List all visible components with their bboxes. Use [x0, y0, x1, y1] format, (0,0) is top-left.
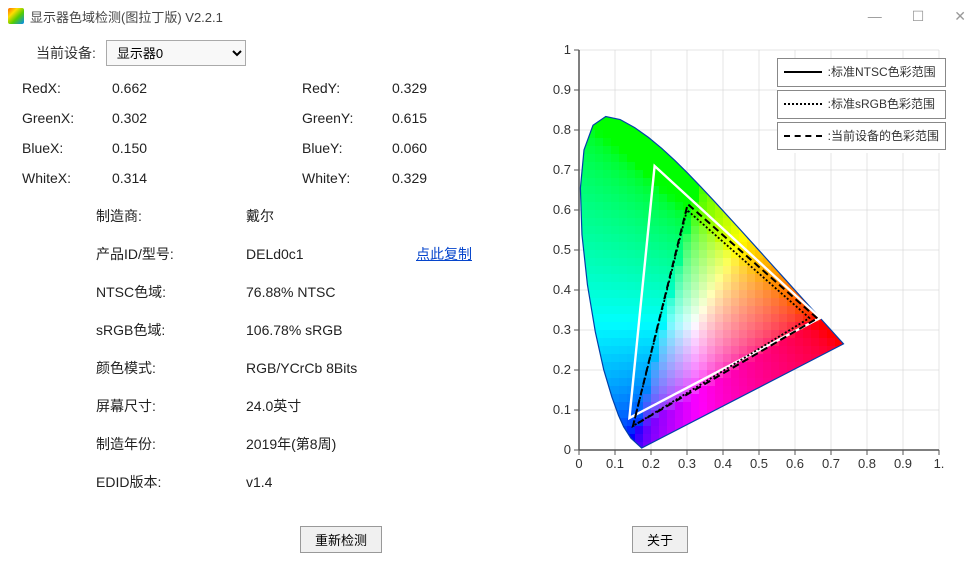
bluex-label: BlueX:: [22, 140, 112, 156]
svg-text:0.4: 0.4: [714, 456, 732, 471]
details: 制造商:戴尔 产品ID/型号:DELd0c1点此复制 NTSC色域:76.88%…: [16, 206, 514, 492]
svg-text:0.1: 0.1: [606, 456, 624, 471]
mfgdate-label: 制造年份:: [96, 434, 246, 454]
chart-legend: :标准NTSC色彩范围 :标准sRGB色彩范围 :当前设备的色彩范围: [777, 58, 946, 153]
product-value: DELd0c1: [246, 246, 416, 262]
screensize-label: 屏幕尺寸:: [96, 396, 246, 416]
whitex-label: WhiteX:: [22, 170, 112, 186]
greeny-label: GreenY:: [302, 110, 392, 126]
device-select[interactable]: 显示器0: [106, 40, 246, 66]
redx-label: RedX:: [22, 80, 112, 96]
rescan-button[interactable]: 重新检测: [300, 526, 382, 553]
about-button[interactable]: 关于: [632, 526, 688, 553]
greenx-value: 0.302: [112, 110, 212, 126]
srgb-label: sRGB色域:: [96, 320, 246, 340]
product-label: 产品ID/型号:: [96, 244, 246, 264]
bluey-value: 0.060: [392, 140, 472, 156]
maximize-button[interactable]: ☐: [906, 7, 931, 25]
greeny-value: 0.615: [392, 110, 472, 126]
window-buttons: — ☐ ✕: [862, 7, 972, 25]
svg-text:0.1: 0.1: [553, 402, 571, 417]
svg-text:0.3: 0.3: [678, 456, 696, 471]
svg-text:0: 0: [575, 456, 582, 471]
greenx-label: GreenX:: [22, 110, 112, 126]
whitey-label: WhiteY:: [302, 170, 392, 186]
ntsc-label: NTSC色域:: [96, 282, 246, 302]
legend-ntsc: :标准NTSC色彩范围: [828, 61, 936, 84]
svg-text:0.3: 0.3: [553, 322, 571, 337]
redy-label: RedY:: [302, 80, 392, 96]
colormode-label: 颜色模式:: [96, 358, 246, 378]
svg-text:0.9: 0.9: [553, 82, 571, 97]
bluey-label: BlueY:: [302, 140, 392, 156]
edid-value: v1.4: [246, 474, 416, 490]
device-row: 当前设备: 显示器0: [16, 40, 514, 66]
svg-text:0.4: 0.4: [553, 282, 571, 297]
svg-text:0.2: 0.2: [553, 362, 571, 377]
svg-text:0.5: 0.5: [553, 242, 571, 257]
svg-text:0.6: 0.6: [553, 202, 571, 217]
app-icon: [8, 8, 24, 24]
svg-text:0.8: 0.8: [858, 456, 876, 471]
manufacturer-label: 制造商:: [96, 206, 246, 226]
minimize-button[interactable]: —: [862, 7, 888, 25]
edid-label: EDID版本:: [96, 472, 246, 492]
coords-grid: RedX: 0.662 RedY: 0.329 GreenX: 0.302 Gr…: [16, 80, 514, 186]
screensize-value: 24.0英寸: [246, 396, 416, 416]
legend-device: :当前设备的色彩范围: [828, 125, 939, 148]
svg-text:0.5: 0.5: [750, 456, 768, 471]
whitey-value: 0.329: [392, 170, 472, 186]
svg-text:0.6: 0.6: [786, 456, 804, 471]
device-label: 当前设备:: [36, 43, 96, 63]
window-title: 显示器色域检测(图拉丁版) V2.2.1: [30, 7, 862, 26]
gamut-chart: 0 0.1 0.2 0.3 0.4 0.5 0.6 0.7 0.8 0.9 1. 0 0.1 0.2 0.3…: [534, 40, 954, 480]
svg-text:0.7: 0.7: [553, 162, 571, 177]
colormode-value: RGB/YCrCb 8Bits: [246, 360, 416, 376]
svg-text:0.9: 0.9: [894, 456, 912, 471]
svg-text:0.8: 0.8: [553, 122, 571, 137]
mfgdate-value: 2019年(第8周): [246, 434, 416, 454]
redx-value: 0.662: [112, 80, 212, 96]
svg-text:1.: 1.: [934, 456, 945, 471]
close-button[interactable]: ✕: [948, 7, 972, 25]
srgb-value: 106.78% sRGB: [246, 322, 416, 338]
bluex-value: 0.150: [112, 140, 212, 156]
svg-text:1: 1: [564, 42, 571, 57]
svg-text:0: 0: [564, 442, 571, 457]
svg-text:0.7: 0.7: [822, 456, 840, 471]
manufacturer-value: 戴尔: [246, 206, 416, 226]
legend-srgb: :标准sRGB色彩范围: [828, 93, 935, 116]
ntsc-value: 76.88% NTSC: [246, 284, 416, 300]
whitex-value: 0.314: [112, 170, 212, 186]
svg-text:0.2: 0.2: [642, 456, 660, 471]
titlebar: 显示器色域检测(图拉丁版) V2.2.1 — ☐ ✕: [0, 0, 980, 32]
copy-link[interactable]: 点此复制: [416, 244, 472, 264]
redy-value: 0.329: [392, 80, 472, 96]
